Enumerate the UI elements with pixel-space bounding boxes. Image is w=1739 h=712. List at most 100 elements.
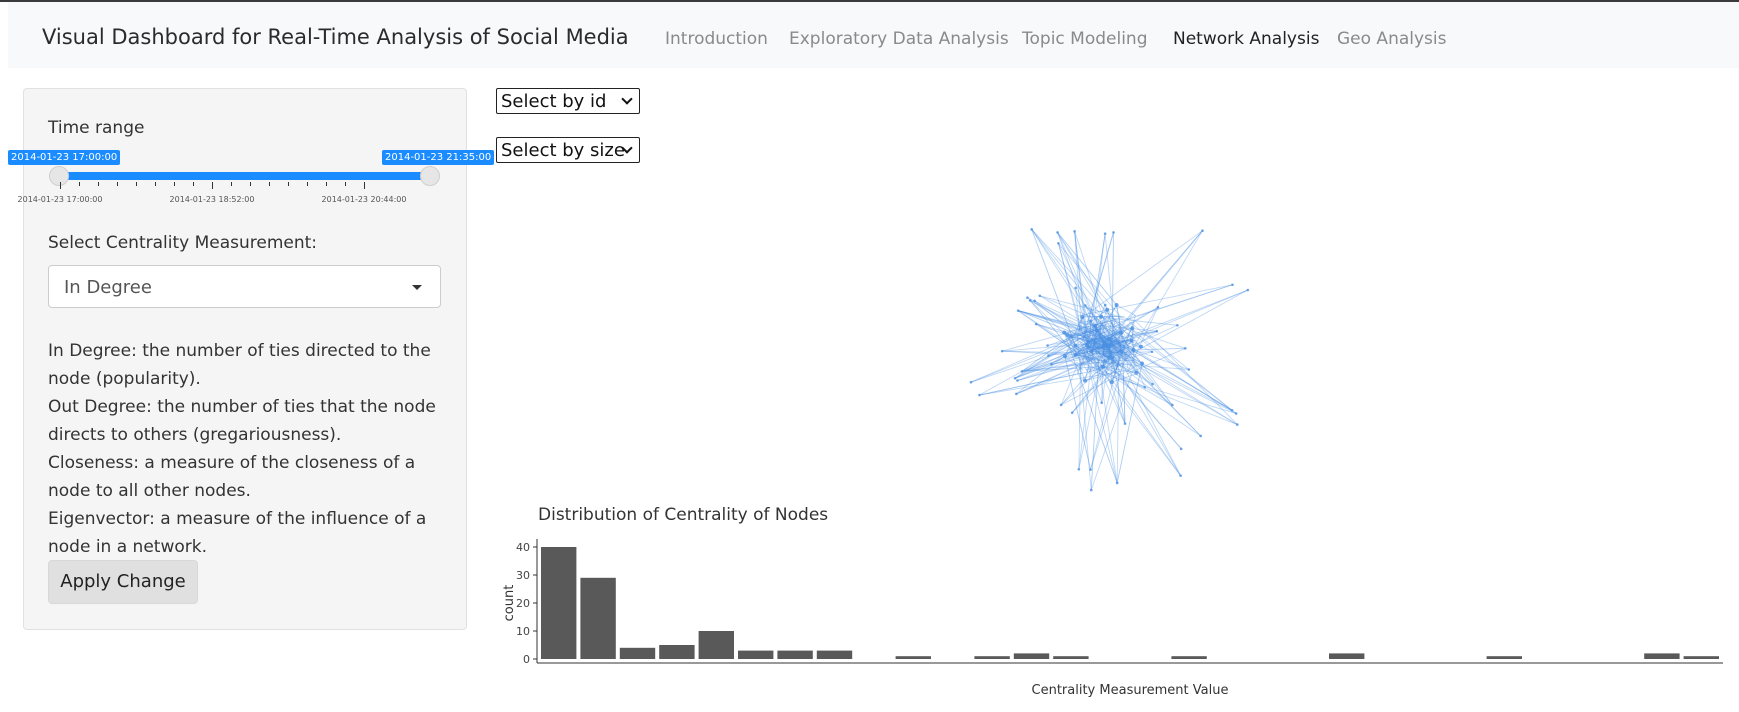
network-node[interactable] <box>1073 352 1078 357</box>
select-by-size-dropdown[interactable]: Select by size <box>496 137 640 163</box>
network-node[interactable] <box>1086 339 1091 344</box>
network-node[interactable] <box>1047 354 1050 357</box>
network-node[interactable] <box>1065 332 1070 337</box>
network-node[interactable] <box>1068 334 1073 339</box>
network-node[interactable] <box>1085 342 1090 347</box>
network-node[interactable] <box>1119 330 1124 335</box>
network-node[interactable] <box>1114 302 1119 307</box>
network-node[interactable] <box>1116 364 1119 367</box>
network-node[interactable] <box>1119 349 1124 354</box>
network-node[interactable] <box>1179 447 1183 451</box>
nav-link-topic-modeling[interactable]: Topic Modeling <box>1022 29 1148 49</box>
network-node[interactable] <box>1105 307 1110 312</box>
network-node[interactable] <box>1129 338 1134 343</box>
network-node[interactable] <box>1089 488 1093 492</box>
network-node[interactable] <box>1074 286 1077 290</box>
network-node[interactable] <box>1155 329 1159 333</box>
network-node[interactable] <box>1100 401 1104 404</box>
network-node[interactable] <box>1073 343 1078 348</box>
centrality-dropdown[interactable]: In Degree <box>48 265 441 308</box>
network-hub-node[interactable] <box>1093 337 1105 349</box>
network-node[interactable] <box>1089 319 1092 323</box>
network-node[interactable] <box>1080 314 1085 319</box>
network-node[interactable] <box>1057 241 1060 245</box>
network-node[interactable] <box>1131 347 1136 352</box>
network-node[interactable] <box>1150 350 1154 354</box>
network-node[interactable] <box>978 393 981 397</box>
network-node[interactable] <box>1134 370 1139 375</box>
network-node[interactable] <box>1062 354 1067 359</box>
network-node[interactable] <box>1234 412 1238 415</box>
network-node[interactable] <box>1151 382 1154 386</box>
network-node[interactable] <box>1083 378 1088 383</box>
network-node[interactable] <box>1030 228 1033 231</box>
network-node[interactable] <box>1231 283 1234 287</box>
network-node[interactable] <box>1089 468 1092 471</box>
network-node[interactable] <box>1093 323 1098 328</box>
network-node[interactable] <box>1090 338 1094 342</box>
network-node[interactable] <box>1059 403 1063 407</box>
network-node[interactable] <box>969 380 973 384</box>
slider-handle-end[interactable] <box>420 166 440 186</box>
network-node[interactable] <box>1179 474 1182 477</box>
network-node[interactable] <box>1106 337 1111 342</box>
network-node[interactable] <box>1046 344 1049 347</box>
network-node[interactable] <box>1083 304 1087 307</box>
network-node[interactable] <box>1056 231 1059 234</box>
nav-link-introduction[interactable]: Introduction <box>665 29 768 49</box>
network-node[interactable] <box>1020 370 1024 373</box>
select-by-id-dropdown[interactable]: Select by id <box>496 88 640 114</box>
network-node[interactable] <box>1103 359 1108 364</box>
network-node[interactable] <box>1140 361 1145 366</box>
network-node[interactable] <box>1176 323 1179 327</box>
network-node[interactable] <box>1094 328 1099 333</box>
network-node[interactable] <box>1112 231 1115 234</box>
time-range-slider-track[interactable] <box>58 172 429 180</box>
nav-link-network-analysis[interactable]: Network Analysis <box>1173 29 1320 49</box>
network-node[interactable] <box>1130 326 1135 331</box>
network-hub-node[interactable] <box>1102 348 1112 358</box>
network-node[interactable] <box>1016 309 1020 312</box>
network-hub-node[interactable] <box>1108 340 1122 354</box>
network-node[interactable] <box>1156 305 1160 309</box>
network-node[interactable] <box>1201 229 1204 232</box>
network-node[interactable] <box>1016 379 1019 382</box>
network-node[interactable] <box>1143 385 1147 389</box>
nav-link-geo-analysis[interactable]: Geo Analysis <box>1337 29 1447 49</box>
network-node[interactable] <box>1110 355 1115 360</box>
network-node[interactable] <box>1034 322 1038 326</box>
network-node[interactable] <box>1062 330 1067 335</box>
network-node[interactable] <box>1236 423 1239 426</box>
network-node[interactable] <box>1115 481 1119 485</box>
network-node[interactable] <box>1171 403 1174 407</box>
network-node[interactable] <box>1246 288 1250 292</box>
network-graph[interactable] <box>940 175 1280 505</box>
network-node[interactable] <box>1050 362 1053 366</box>
network-node[interactable] <box>1033 299 1036 303</box>
network-node[interactable] <box>1089 349 1094 354</box>
network-node[interactable] <box>1073 230 1076 233</box>
brand-title[interactable]: Visual Dashboard for Real-Time Analysis … <box>42 25 629 49</box>
network-node[interactable] <box>1100 364 1105 369</box>
network-node[interactable] <box>1070 411 1074 415</box>
network-node[interactable] <box>1026 296 1029 300</box>
nav-link-eda[interactable]: Exploratory Data Analysis <box>789 29 1009 49</box>
network-node[interactable] <box>1013 376 1017 380</box>
network-node[interactable] <box>1038 294 1042 298</box>
network-node[interactable] <box>1103 232 1107 235</box>
network-node[interactable] <box>1123 422 1127 425</box>
network-node[interactable] <box>1077 467 1081 471</box>
network-node[interactable] <box>1199 434 1202 438</box>
network-node[interactable] <box>1101 344 1106 349</box>
network-node[interactable] <box>1099 314 1104 319</box>
slider-handle-start[interactable] <box>49 166 69 186</box>
network-node[interactable] <box>1138 344 1143 349</box>
network-node[interactable] <box>1000 349 1004 353</box>
network-node[interactable] <box>1015 392 1018 396</box>
network-node[interactable] <box>1028 299 1032 302</box>
network-node[interactable] <box>1230 408 1234 412</box>
network-node[interactable] <box>1183 347 1187 350</box>
network-node[interactable] <box>1109 380 1114 385</box>
apply-change-button[interactable]: Apply Change <box>48 560 198 604</box>
network-node[interactable] <box>1187 368 1191 371</box>
